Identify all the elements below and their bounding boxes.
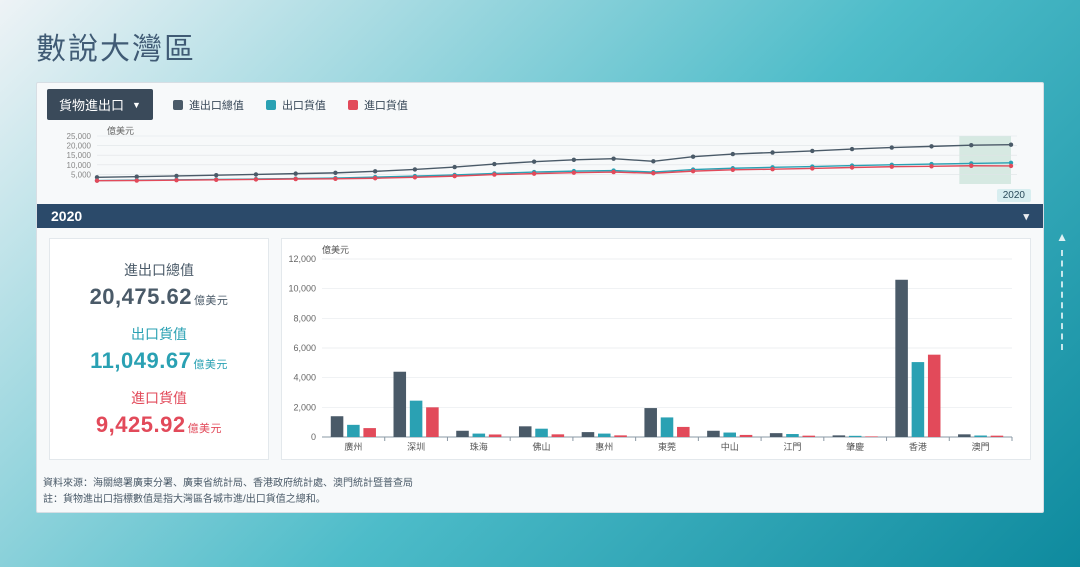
overview-line-chart[interactable]: 億美元 5,00010,00015,00020,00025,000 2020 [37,124,1043,204]
chevron-down-icon: ▼ [132,100,141,110]
legend-label: 進口貨值 [364,97,408,113]
svg-text:5,000: 5,000 [71,170,92,179]
svg-text:肇慶: 肇慶 [846,441,864,452]
svg-text:6,000: 6,000 [293,343,316,353]
footnote-note: 註：貨物進出口指標數值是指大灣區各城市進/出口貨值之總和。 [43,492,1037,508]
svg-text:4,000: 4,000 [293,373,316,383]
measure-dropdown[interactable]: 貨物進出口 ▼ [47,89,153,120]
stat-label: 進口貨值 [58,388,260,408]
stat-export: 出口貨值 11,049.67億美元 [58,324,260,374]
stat-value: 20,475.62億美元 [58,284,260,310]
svg-text:8,000: 8,000 [293,313,316,323]
svg-text:20,000: 20,000 [67,142,92,151]
legend: 進出口總值 出口貨值 進口貨值 [173,97,408,113]
stat-value: 11,049.67億美元 [58,348,260,374]
svg-text:惠州: 惠州 [595,441,613,452]
footnote-source: 資料來源：海關總署廣東分署、廣東省統計局、香港政府統計處、澳門統計暨普查局 [43,476,1037,492]
bar-chart-svg: 02,0004,0006,0008,00010,00012,000廣州深圳珠海佛… [318,245,1018,455]
city-bar-chart[interactable]: 億美元 0 2,000 4,000 6,000 8,000 10,000 12,000 廣州 深… [281,238,1031,460]
svg-text:中山: 中山 [721,441,739,452]
svg-text:0: 0 [311,432,316,442]
stat-label: 出口貨值 [58,324,260,344]
selected-year: 2020 [51,208,82,224]
svg-text:12,000: 12,000 [288,254,316,264]
legend-swatch [266,100,276,110]
legend-label: 進出口總值 [189,97,244,113]
year-bar: 2020 ▾ [37,204,1043,228]
svg-text:澳門: 澳門 [972,441,990,452]
svg-text:25,000: 25,000 [67,132,92,141]
footnotes: 資料來源：海關總署廣東分署、廣東省統計局、香港政府統計處、澳門統計暨普查局 註：… [37,468,1043,512]
selected-year-badge: 2020 [997,189,1031,202]
mini-y-axis-label: 億美元 [107,124,134,137]
page-scroll-hint: ▲ [1056,230,1068,350]
stat-value: 9,425.92億美元 [58,412,260,438]
legend-label: 出口貨值 [282,97,326,113]
svg-text:10,000: 10,000 [67,161,92,170]
legend-item-total[interactable]: 進出口總值 [173,97,244,113]
mini-chart-svg: 5,00010,00015,00020,00025,000 [97,128,1017,188]
stat-total: 進出口總值 20,475.62億美元 [58,260,260,310]
svg-text:2,000: 2,000 [293,402,316,412]
legend-item-export[interactable]: 出口貨值 [266,97,326,113]
svg-text:香港: 香港 [909,441,927,452]
svg-text:廣州: 廣州 [344,441,362,452]
svg-text:佛山: 佛山 [533,441,551,452]
filter-icon[interactable]: ▾ [1023,210,1029,223]
stat-label: 進出口總值 [58,260,260,280]
page-title: 數說大灣區 [36,24,1044,68]
measure-dropdown-label: 貨物進出口 [59,95,124,114]
stat-import: 進口貨值 9,425.92億美元 [58,388,260,438]
arrow-up-icon: ▲ [1056,230,1068,244]
bar-y-axis-label: 億美元 [322,243,349,256]
legend-swatch [348,100,358,110]
svg-text:珠海: 珠海 [470,441,488,452]
dashboard-panel: 貨物進出口 ▼ 進出口總值 出口貨值 進口貨值 億美元 [36,82,1044,513]
legend-item-import[interactable]: 進口貨值 [348,97,408,113]
topbar: 貨物進出口 ▼ 進出口總值 出口貨值 進口貨值 [37,83,1043,124]
svg-text:東莞: 東莞 [658,441,676,452]
svg-text:10,000: 10,000 [288,284,316,294]
svg-text:深圳: 深圳 [407,442,425,452]
legend-swatch [173,100,183,110]
svg-text:江門: 江門 [783,442,801,452]
svg-text:15,000: 15,000 [67,151,92,160]
stats-panel: 進出口總值 20,475.62億美元出口貨值 11,049.67億美元進口貨值 9,4… [49,238,269,460]
